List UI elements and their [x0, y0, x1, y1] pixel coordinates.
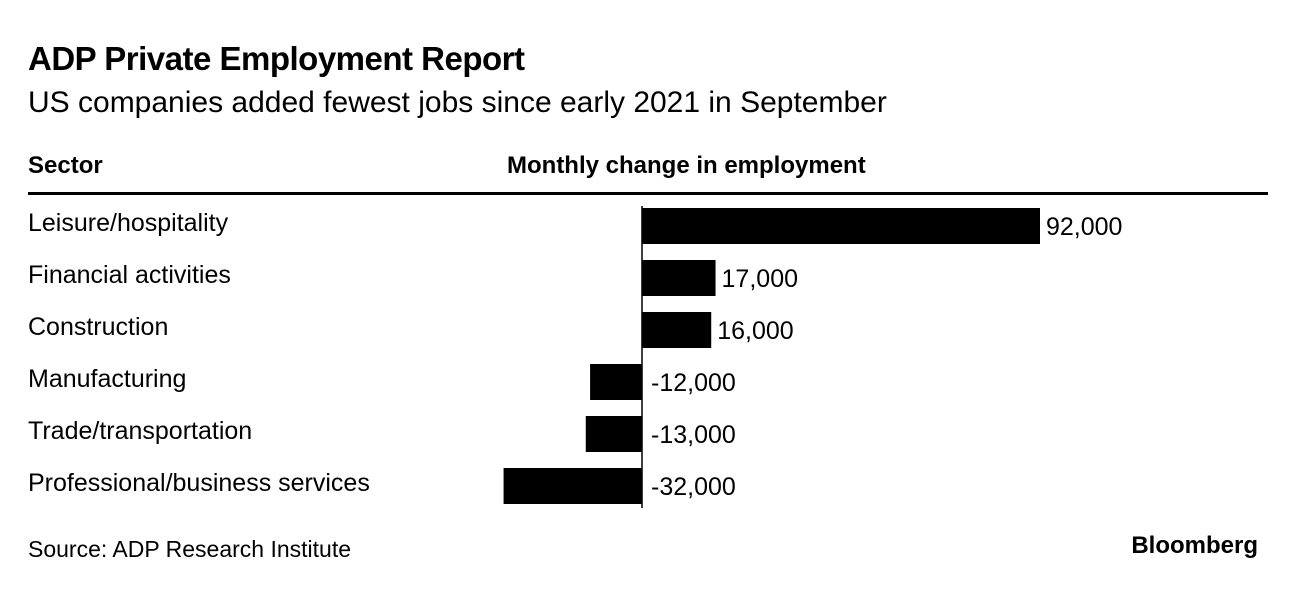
category-label: Leisure/hospitality	[28, 209, 229, 237]
bar	[503, 468, 642, 504]
bar-chart: Leisure/hospitality 92,000 Financial activ…	[28, 206, 1122, 508]
category-label: Manufacturing	[28, 365, 186, 393]
value-label: 92,000	[1046, 213, 1122, 241]
source-note: Source: ADP Research Institute	[28, 536, 352, 562]
chart-title: ADP Private Employment Report	[28, 40, 525, 77]
value-label: 16,000	[717, 317, 793, 345]
header-rule	[28, 192, 1268, 195]
chart-subtitle: US companies added fewest jobs since ear…	[28, 86, 887, 119]
category-label: Financial activities	[28, 261, 231, 289]
change-column-header: Monthly change in employment	[507, 152, 866, 179]
bar	[642, 208, 1040, 244]
bar	[590, 364, 642, 400]
value-label: -32,000	[651, 473, 736, 501]
value-label: -13,000	[651, 421, 736, 449]
bloomberg-logo: Bloomberg	[1131, 532, 1258, 559]
bar	[585, 416, 642, 452]
category-label: Trade/transportation	[28, 417, 252, 445]
bar	[642, 312, 712, 348]
value-label: -12,000	[651, 369, 736, 397]
category-label: Construction	[28, 313, 168, 341]
bar	[642, 260, 716, 296]
category-label: Professional/business services	[28, 469, 370, 497]
sector-column-header: Sector	[28, 152, 103, 179]
value-label: 17,000	[722, 265, 798, 293]
